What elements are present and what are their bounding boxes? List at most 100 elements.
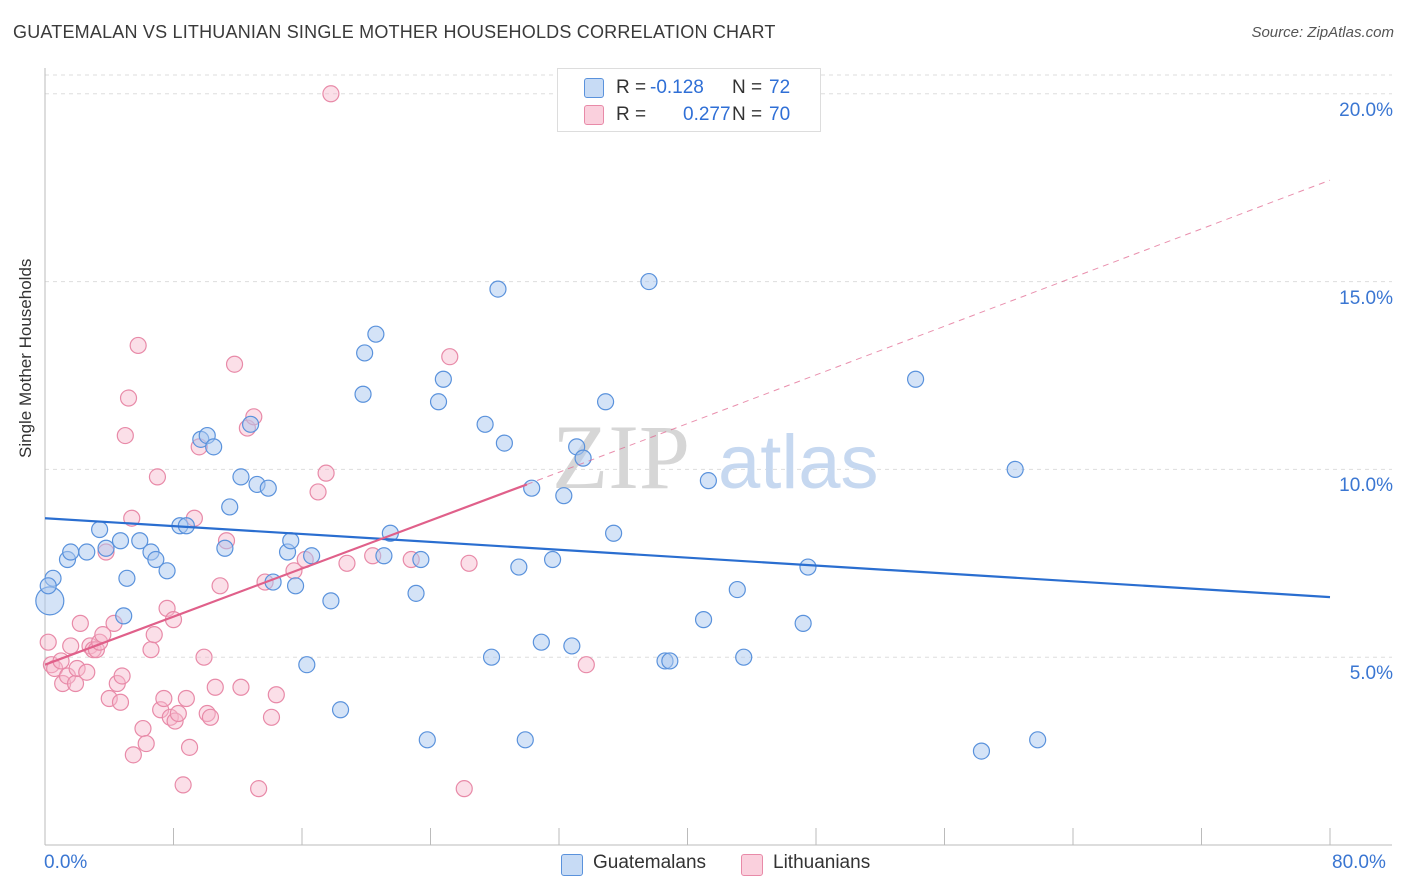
point-guatemalan: [735, 648, 753, 666]
trendline-lithuanians-extrapolated: [526, 179, 1331, 485]
point-lithuanian: [322, 85, 340, 103]
series-lithuanians: [39, 85, 595, 798]
point-guatemalan: [694, 611, 713, 629]
point-guatemalan: [286, 577, 305, 595]
point-lithuanian: [116, 426, 134, 445]
point-guatemalan: [331, 701, 350, 719]
point-guatemalan: [322, 592, 340, 610]
point-guatemalan: [131, 532, 149, 550]
point-guatemalan: [375, 547, 393, 565]
legend-r-value: 0.277: [683, 104, 731, 125]
point-guatemalan: [510, 558, 528, 576]
point-lithuanian: [180, 738, 199, 756]
point-guatemalan: [298, 656, 316, 674]
point-guatemalan: [799, 558, 817, 576]
point-guatemalan: [221, 498, 239, 516]
point-lithuanian: [225, 355, 244, 373]
point-guatemalan: [232, 468, 250, 486]
point-lithuanian: [174, 776, 192, 794]
point-guatemalan: [605, 524, 623, 542]
legend-r-label: R =: [616, 77, 647, 98]
y-tick-label: 10.0%: [1339, 475, 1393, 497]
point-lithuanian: [39, 633, 57, 651]
point-lithuanian: [155, 689, 173, 708]
point-lithuanian: [169, 704, 187, 723]
point-lithuanian: [250, 780, 268, 798]
point-lithuanian: [201, 708, 220, 726]
point-guatemalan: [158, 562, 176, 580]
point-guatemalan: [495, 434, 513, 452]
bottom-swatch-blue: [561, 854, 583, 876]
legend-n-label: N =: [732, 104, 763, 125]
series-guatemalans: [35, 272, 1047, 760]
point-lithuanian: [68, 659, 86, 678]
point-lithuanian: [460, 554, 478, 572]
point-guatemalan: [111, 532, 130, 550]
point-guatemalan: [407, 584, 425, 602]
point-lithuanian: [66, 674, 85, 693]
watermark-zip: ZIP: [552, 406, 690, 508]
point-lithuanian: [211, 577, 229, 595]
point-guatemalan: [1006, 460, 1024, 478]
point-guatemalan: [794, 614, 812, 632]
legend-swatch-blue: [584, 78, 604, 98]
point-guatemalan: [596, 393, 615, 411]
legend-n-value: 72: [769, 77, 791, 98]
point-guatemalan: [78, 543, 96, 561]
watermark-atlas: atlas: [718, 420, 879, 505]
point-guatemalan: [418, 731, 436, 749]
chart-title: GUATEMALAN VS LITHUANIAN SINGLE MOTHER H…: [13, 22, 776, 42]
point-lithuanian: [134, 719, 152, 738]
point-guatemalan: [242, 415, 260, 433]
grid: [45, 74, 1392, 658]
y-tick-label: 15.0%: [1339, 287, 1393, 309]
point-lithuanian: [111, 693, 130, 711]
point-lithuanian: [100, 689, 118, 708]
point-guatemalan: [367, 325, 385, 343]
bottom-legend-label: Guatemalans: [593, 852, 707, 873]
point-guatemalan: [728, 580, 746, 599]
point-guatemalan: [354, 385, 372, 403]
legend-r-label: R =: [616, 104, 647, 125]
trendline-lithuanians: [44, 483, 528, 666]
y-tick-label: 20.0%: [1339, 99, 1393, 121]
point-guatemalan: [516, 731, 534, 749]
point-lithuanian: [71, 614, 89, 632]
point-lithuanian: [317, 464, 335, 482]
point-lithuanian: [262, 708, 281, 726]
point-lithuanian: [62, 637, 80, 655]
point-guatemalan: [356, 344, 374, 362]
point-guatemalan: [429, 393, 448, 411]
point-guatemalan: [699, 472, 717, 490]
point-guatemalan: [563, 637, 581, 655]
point-lithuanian: [195, 648, 213, 666]
point-guatemalan: [62, 543, 80, 561]
point-guatemalan: [640, 272, 658, 291]
point-lithuanian: [577, 656, 595, 674]
legend-swatch-pink: [584, 105, 604, 125]
point-guatemalan: [147, 550, 165, 569]
point-lithuanian: [177, 689, 195, 708]
point-guatemalan: [259, 479, 277, 497]
point-guatemalan: [661, 652, 679, 670]
point-lithuanian: [232, 678, 250, 696]
bottom-legend-label: Lithuanians: [773, 852, 871, 873]
point-lithuanian: [137, 734, 155, 753]
point-guatemalan: [97, 539, 115, 557]
point-guatemalan: [412, 550, 430, 569]
stats-legend: R = -0.128 N = 72 R = 0.277 N = 70: [557, 68, 821, 132]
point-lithuanian: [148, 468, 167, 486]
legend-r-value: -0.128: [650, 77, 704, 98]
point-lithuanian: [455, 780, 473, 798]
point-guatemalan: [476, 415, 494, 433]
point-lithuanian: [145, 626, 163, 644]
trendline-guatemalans: [44, 517, 1331, 599]
point-guatemalan: [555, 487, 573, 505]
point-guatemalan: [118, 569, 136, 587]
point-lithuanian: [129, 336, 147, 355]
point-guatemalan: [434, 370, 452, 388]
point-guatemalan: [482, 648, 501, 666]
legend-n-value: 70: [769, 104, 791, 125]
point-guatemalan: [216, 539, 234, 557]
